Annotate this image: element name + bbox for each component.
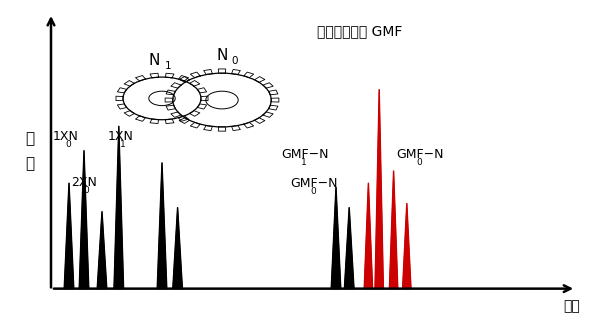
Text: 1XN: 1XN xyxy=(108,130,134,143)
Text: 1: 1 xyxy=(120,140,126,149)
Text: N: N xyxy=(149,53,160,68)
Polygon shape xyxy=(64,183,74,289)
Text: 0: 0 xyxy=(311,187,317,196)
Polygon shape xyxy=(97,211,107,289)
Text: 0: 0 xyxy=(232,56,238,66)
Text: N: N xyxy=(216,48,227,63)
Text: 1: 1 xyxy=(164,61,171,71)
Polygon shape xyxy=(364,183,373,289)
Text: 频率: 频率 xyxy=(563,300,580,314)
Text: 0: 0 xyxy=(65,140,71,149)
Text: 0: 0 xyxy=(416,158,422,167)
Text: 1: 1 xyxy=(301,158,307,167)
Text: 2XN: 2XN xyxy=(71,175,97,189)
Polygon shape xyxy=(157,163,167,289)
Polygon shape xyxy=(114,126,124,289)
Text: GMF−N: GMF−N xyxy=(281,148,328,161)
Polygon shape xyxy=(403,203,411,289)
Text: 1XN: 1XN xyxy=(53,130,79,143)
Text: 幅
値: 幅 値 xyxy=(25,131,35,171)
Text: GMF−N: GMF−N xyxy=(396,148,443,161)
Polygon shape xyxy=(389,171,398,289)
Text: 0: 0 xyxy=(83,186,89,195)
Polygon shape xyxy=(331,187,341,289)
Polygon shape xyxy=(375,89,383,289)
Polygon shape xyxy=(344,207,354,289)
Polygon shape xyxy=(79,150,89,289)
Text: GMF−N: GMF−N xyxy=(290,177,338,190)
Text: 齿轮噍合频率 GMF: 齿轮噍合频率 GMF xyxy=(317,24,403,38)
Polygon shape xyxy=(173,207,182,289)
